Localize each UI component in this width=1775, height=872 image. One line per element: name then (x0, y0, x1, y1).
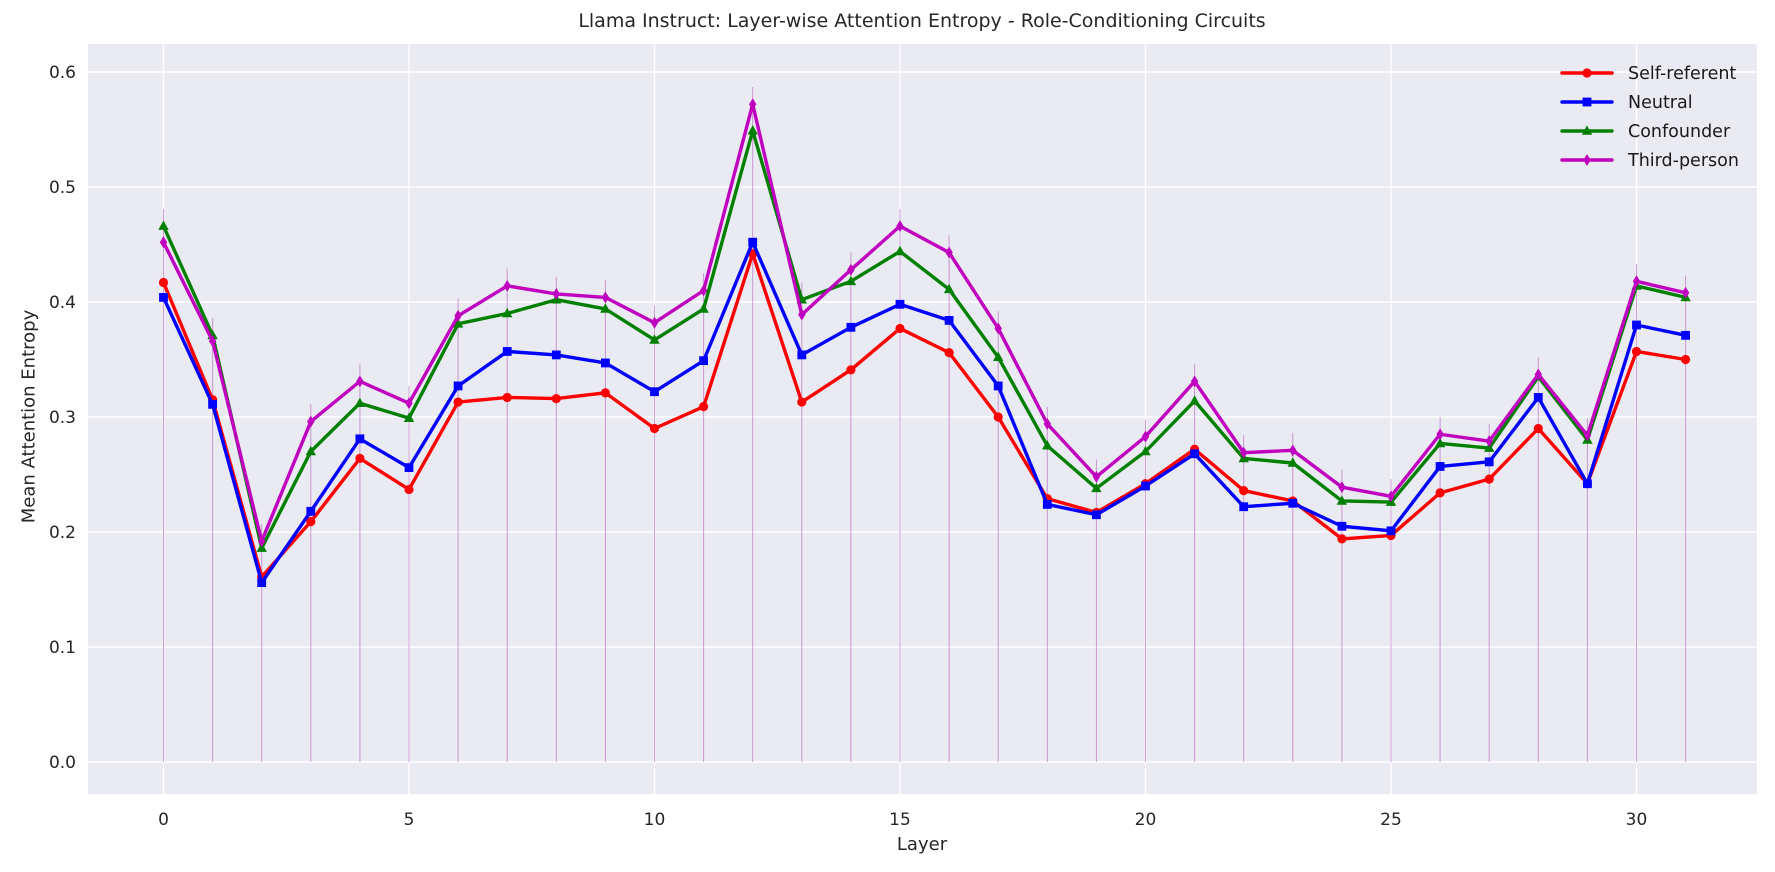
series-third-person (159, 98, 1690, 548)
legend-entry-third-person: Third-person (1560, 151, 1739, 171)
y-tick-label: 0.3 (49, 408, 76, 428)
legend-label: Third-person (1627, 151, 1739, 171)
x-tick-label: 25 (1380, 810, 1402, 830)
x-axis-label: Layer (896, 834, 948, 855)
y-tick-labels: 0.0 0.1 0.2 0.3 0.4 0.5 0.6 (49, 63, 76, 773)
x-tick-label: 5 (404, 810, 415, 830)
y-tick-label: 0.5 (49, 178, 76, 198)
legend-label: Self-referent (1628, 64, 1736, 84)
y-tick-label: 0.1 (49, 638, 76, 658)
x-tick-label: 15 (889, 810, 911, 830)
legend-label: Neutral (1628, 93, 1693, 113)
legend: Self-referent Neutral Confounder Third-pers… (1560, 64, 1739, 171)
y-tick-label: 0.2 (49, 523, 76, 543)
x-tick-label: 0 (158, 810, 169, 830)
series-neutral (159, 237, 1690, 587)
x-tick-labels: 0 5 10 15 20 25 30 (158, 810, 1647, 830)
legend-entry-confounder: Confounder (1560, 122, 1731, 142)
x-tick-label: 10 (644, 810, 666, 830)
stem-lines (163, 86, 1687, 762)
legend-entry-neutral: Neutral (1560, 93, 1693, 113)
legend-entry-self-referent: Self-referent (1560, 64, 1736, 84)
y-tick-label: 0.4 (49, 293, 76, 313)
chart-title: Llama Instruct: Layer-wise Attention Ent… (578, 10, 1266, 32)
x-tick-label: 20 (1135, 810, 1157, 830)
y-tick-label: 0.0 (49, 753, 76, 773)
legend-label: Confounder (1628, 122, 1731, 142)
y-tick-label: 0.6 (49, 63, 76, 83)
x-tick-label: 30 (1626, 810, 1648, 830)
axes-background (88, 44, 1757, 794)
